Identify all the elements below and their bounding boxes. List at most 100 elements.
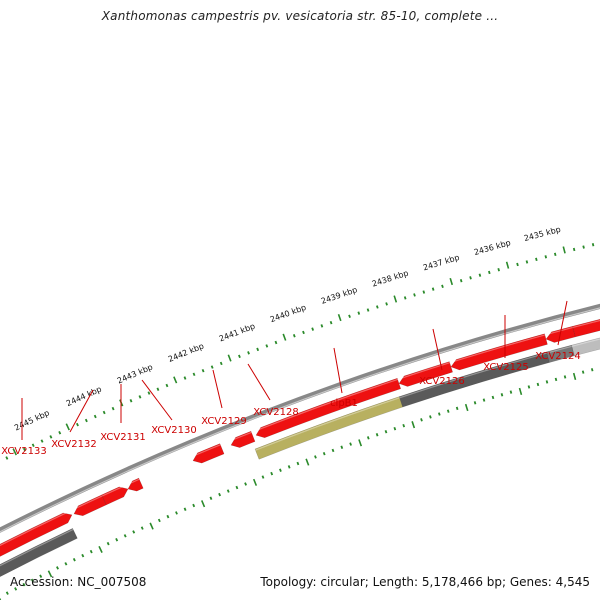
gene-label: XCV2131 — [100, 432, 145, 443]
minor-tick — [331, 448, 335, 453]
minor-tick — [525, 260, 529, 264]
minor-tick — [311, 327, 315, 331]
major-tick — [252, 478, 258, 486]
minor-tick — [14, 587, 18, 591]
leader-line — [69, 389, 94, 433]
minor-tick — [478, 273, 482, 277]
minor-tick — [375, 433, 379, 437]
minor-tick — [393, 426, 397, 431]
minor-tick — [5, 591, 9, 595]
minor-tick — [81, 553, 85, 558]
leader-line — [141, 379, 173, 421]
major-tick — [337, 313, 342, 322]
gene-xcv2127 — [255, 377, 402, 438]
minor-tick — [287, 465, 291, 469]
topology-summary: Topology: circular; Length: 5,178,466 bp… — [260, 575, 590, 589]
minor-tick — [84, 418, 88, 423]
minor-tick — [106, 541, 110, 546]
minor-tick — [497, 268, 500, 272]
minor-tick — [292, 334, 296, 338]
inner-scale-ticks — [0, 368, 594, 600]
major-tick — [12, 448, 17, 456]
minor-tick — [192, 372, 196, 377]
gene-reverse-left — [0, 528, 78, 577]
minor-tick — [157, 518, 161, 523]
minor-tick — [385, 302, 388, 306]
minor-tick — [111, 406, 115, 411]
major-tick — [200, 500, 206, 508]
minor-tick — [175, 511, 178, 515]
minor-tick — [56, 566, 59, 570]
minor-tick — [219, 361, 223, 366]
minor-tick — [441, 284, 444, 288]
major-tick — [358, 439, 363, 447]
minor-tick — [590, 368, 594, 372]
gene-label: XCV2129 — [201, 416, 246, 427]
minor-tick — [469, 276, 472, 280]
minor-tick — [58, 431, 62, 435]
scale-label: 2435 kbp — [523, 225, 562, 243]
gene-label: XCV2124 — [535, 351, 580, 362]
minor-tick — [572, 247, 576, 252]
minor-tick — [322, 451, 326, 456]
leader-line — [247, 363, 271, 401]
minor-tick — [192, 503, 196, 508]
gene-label: XCV2126 — [419, 376, 464, 387]
minor-tick — [527, 385, 531, 389]
minor-tick — [302, 330, 305, 335]
scale-label: 2440 kbp — [269, 303, 308, 324]
major-tick — [393, 295, 398, 303]
minor-tick — [129, 399, 133, 403]
gene-clpb1-shine — [255, 397, 400, 451]
minor-tick — [235, 485, 239, 490]
scale-label: 2441 kbp — [218, 322, 256, 344]
major-tick — [227, 354, 232, 362]
scale-label: 2439 kbp — [320, 285, 359, 306]
minor-tick — [413, 293, 416, 297]
gene-label: XCV2130 — [151, 425, 196, 436]
minor-tick — [314, 455, 317, 459]
minor-tick — [22, 582, 26, 587]
minor-tick — [30, 578, 34, 583]
minor-tick — [455, 406, 459, 411]
minor-tick — [437, 412, 441, 416]
major-tick — [305, 458, 310, 466]
gene-xcv2126-shine — [399, 352, 548, 399]
major-tick — [449, 277, 454, 286]
gene-xcv2129 — [192, 443, 225, 464]
minor-tick — [422, 290, 426, 294]
minor-tick — [348, 314, 351, 318]
minor-tick — [39, 574, 43, 578]
minor-tick — [431, 287, 435, 291]
backbone — [0, 303, 600, 533]
minor-tick — [446, 409, 450, 413]
major-tick — [505, 261, 510, 269]
major-tick — [149, 522, 154, 530]
gene-xcv2125-fwd-shine — [449, 334, 546, 364]
gene-xcv2126-fwd — [398, 361, 453, 387]
scale-label: 2445 kbp — [13, 408, 51, 432]
minor-tick — [132, 530, 136, 534]
minor-tick — [553, 252, 557, 257]
gene-label: XCV2125 — [483, 362, 528, 373]
leader-line — [333, 347, 343, 394]
leader-line — [432, 328, 443, 371]
gene-xcv2133 — [0, 512, 73, 557]
major-tick — [411, 421, 416, 429]
major-tick — [518, 387, 523, 396]
minor-tick — [320, 324, 324, 328]
minor-tick — [102, 410, 106, 415]
minor-tick — [247, 351, 250, 355]
gene-xcv2123-fwd — [572, 318, 600, 338]
minor-tick — [123, 534, 127, 538]
major-tick — [464, 403, 469, 412]
minor-tick — [238, 354, 241, 359]
gene-xcv2132-shine — [71, 495, 103, 511]
scale-label: 2444 kbp — [65, 385, 103, 409]
minor-tick — [256, 347, 260, 352]
minor-tick — [366, 436, 370, 440]
minor-tick — [210, 365, 214, 369]
gene-xcv2125 — [546, 344, 575, 363]
major-tick — [65, 423, 70, 431]
